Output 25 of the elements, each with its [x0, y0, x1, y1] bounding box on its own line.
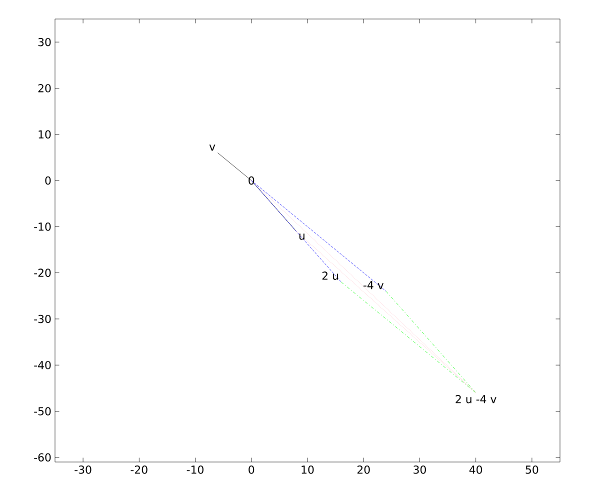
x-tick-label: 40	[469, 466, 482, 474]
annotation: 2 u -4 v	[456, 394, 496, 404]
x-tick-label: 0	[248, 466, 254, 474]
x-tick-label: 10	[302, 466, 314, 474]
y-tick-label: -60	[34, 453, 51, 462]
y-tick-label: -30	[34, 314, 51, 324]
x-tick-label: -10	[186, 466, 204, 474]
x-tick-label: 20	[357, 466, 370, 474]
y-tick-label: 0	[45, 176, 51, 185]
annotation: v	[209, 144, 216, 151]
x-tick-label: -30	[74, 466, 92, 474]
y-tick-label: -10	[34, 222, 51, 231]
annotation: 2 u	[322, 272, 338, 280]
x-tick-label: 50	[526, 466, 538, 474]
y-tick-label: -50	[34, 407, 51, 416]
y-tick-label: -40	[34, 360, 51, 370]
annotation: u	[299, 233, 304, 240]
annotation: 0	[248, 176, 254, 185]
annotation: -4 v	[363, 281, 384, 290]
x-tick-label: -20	[130, 466, 148, 474]
y-tick-label: 30	[38, 38, 51, 46]
y-tick-label: 10	[38, 130, 51, 139]
x-tick-label: 30	[414, 466, 426, 474]
y-tick-label: 20	[38, 84, 51, 92]
y-tick-label: -20	[34, 268, 51, 277]
